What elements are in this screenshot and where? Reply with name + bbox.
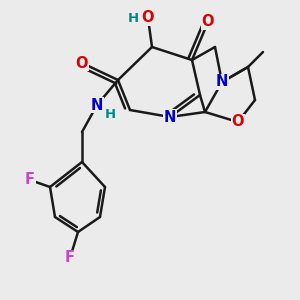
Text: F: F [25,172,35,188]
Text: H: H [104,107,116,121]
Text: O: O [142,11,154,26]
Text: N: N [216,74,228,89]
Text: H: H [128,11,139,25]
Text: N: N [164,110,176,124]
Text: N: N [91,98,103,112]
Text: O: O [76,56,88,70]
Text: F: F [65,250,75,266]
Text: O: O [232,115,244,130]
Text: O: O [202,14,214,29]
